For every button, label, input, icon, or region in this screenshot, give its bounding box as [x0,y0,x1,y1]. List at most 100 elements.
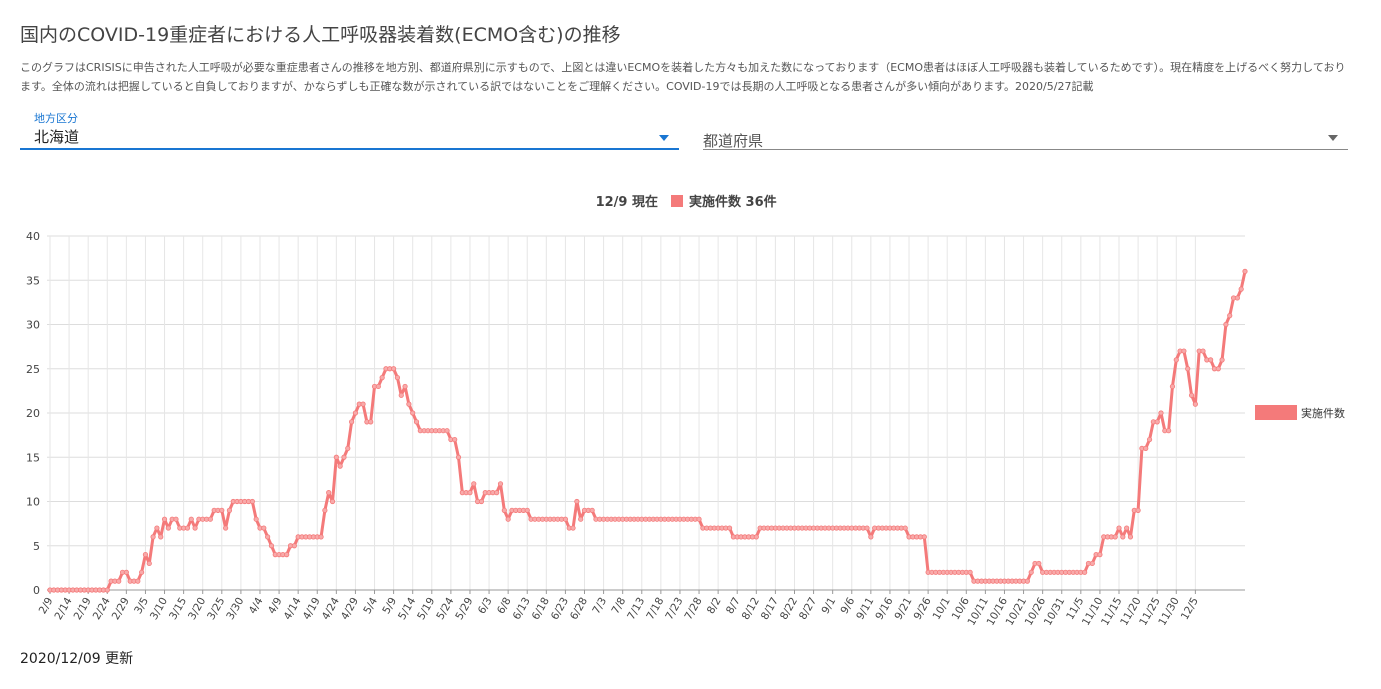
chart-legend[interactable]: 実施件数 [1255,405,1345,420]
x-tick-label: 8/7 [724,596,743,617]
x-tick-label: 6/13 [511,596,533,622]
data-point [337,463,343,469]
data-point [284,551,290,558]
data-point [1146,436,1153,443]
dropdown-arrow-icon[interactable] [659,135,669,141]
data-point [154,525,160,531]
data-point [1135,507,1141,513]
data-point [207,516,213,522]
data-point [1200,348,1206,354]
region-select-underline [20,148,679,150]
x-tick-label: 5/24 [434,595,456,622]
dropdown-arrow-icon[interactable] [1328,135,1338,141]
y-tick-label: 25 [26,363,40,376]
data-point [142,551,149,558]
data-point [322,507,328,513]
data-point [406,401,412,407]
prefecture-select-placeholder: 都道府県 [703,132,764,150]
x-tick-label: 5/14 [396,595,418,622]
data-point [524,507,530,513]
x-tick-label: 7/23 [663,596,685,622]
data-point [471,481,477,487]
data-point [219,507,225,513]
data-point [116,578,122,584]
x-tick-label: 8/22 [778,596,800,622]
region-select[interactable]: 地方区分 北海道 [20,108,679,150]
data-point [188,516,194,522]
x-tick-label: 6/28 [568,596,590,622]
legend-swatch [1255,405,1297,420]
x-tick-label: 8/27 [797,596,819,622]
x-tick-label: 6/18 [530,596,552,622]
data-point [123,569,129,575]
data-point [161,516,168,522]
data-point [1154,419,1160,425]
data-point [192,525,198,531]
data-point [967,569,973,575]
x-tick-label: 5/29 [453,596,475,622]
data-point [226,507,233,513]
data-point [696,516,702,522]
data-point [268,543,275,549]
data-point [139,569,145,575]
data-point [394,375,401,381]
region-select-value: 北海道 [34,128,80,146]
data-point [1120,534,1126,540]
data-point [444,428,450,434]
data-point [562,516,569,522]
data-point [165,525,171,531]
data-point [1169,383,1176,390]
data-point [578,516,584,522]
data-point [360,401,366,407]
x-tick-label: 9/16 [873,595,895,622]
data-point [1116,525,1122,531]
data-point [1234,295,1240,301]
data-point [1097,551,1103,558]
x-tick-label: 2/24 [91,595,113,622]
region-select-label: 地方区分 [34,112,78,125]
updated-timestamp: 2020/12/09 更新 [20,651,134,667]
x-tick-label: 2/9 [37,596,56,617]
prefecture-select-underline [703,149,1348,150]
data-point [265,534,271,540]
data-point [173,516,179,522]
data-point [146,560,152,567]
data-point [497,481,504,487]
data-point [1219,357,1225,363]
x-tick-label: 12/5 [1179,596,1201,622]
x-tick-label: 3/10 [148,596,170,622]
data-point [1024,578,1030,584]
data-point [375,383,381,390]
x-tick-label: 7/3 [590,596,609,617]
chart-header-legend-swatch [671,195,683,207]
data-point [589,507,595,513]
data-point [574,498,580,505]
x-tick-label: 9/21 [892,596,914,622]
x-tick-label: 3/15 [167,596,189,622]
data-point [413,419,420,425]
data-point [1158,410,1164,416]
x-tick-label: 2/29 [110,596,132,622]
y-axis: 0 5 10 15 20 25 30 35 40 [26,230,40,597]
x-tick-label: 4/4 [247,595,266,616]
x-tick-label: 9/6 [839,595,858,616]
data-point [452,436,458,443]
x-tick-label: 9/26 [912,595,934,622]
x-tick-label: 7/8 [609,596,628,617]
x-tick-label: 4/29 [339,596,361,622]
data-point [726,525,733,531]
prefecture-select[interactable]: 都道府県 [703,108,1348,150]
x-tick-label: 3/5 [132,596,151,617]
data-point [455,454,462,460]
data-point [318,534,324,540]
chart-header-date: 12/9 現在 [596,194,658,210]
data-point [1188,392,1195,398]
data-point [1036,560,1042,567]
data-point [352,410,359,416]
x-tick-label: 8/2 [705,596,724,617]
y-tick-label: 10 [26,496,40,509]
series-line [47,268,1248,593]
data-point [570,525,576,531]
x-tick-label: 7/18 [644,596,666,622]
